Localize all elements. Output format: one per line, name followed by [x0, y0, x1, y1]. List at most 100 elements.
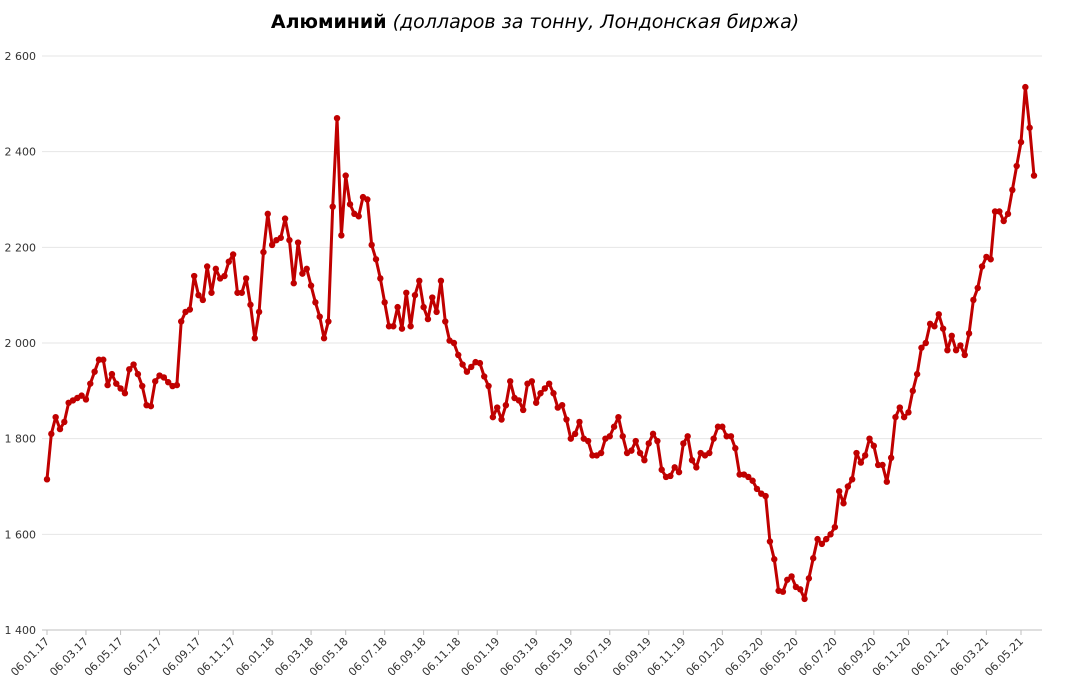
- point: [558, 401, 566, 409]
- point: [771, 556, 778, 563]
- point: [745, 473, 752, 481]
- point: [316, 313, 323, 320]
- x-tick-label: 06.01.19: [459, 635, 503, 679]
- y-tick-label: 1 400: [5, 624, 37, 637]
- point: [130, 361, 137, 368]
- point: [312, 299, 319, 306]
- point: [411, 291, 419, 299]
- point: [649, 430, 657, 438]
- point: [810, 555, 817, 562]
- point: [506, 378, 514, 385]
- point: [844, 483, 852, 490]
- point: [801, 595, 808, 603]
- point: [121, 390, 129, 397]
- point: [429, 294, 436, 301]
- point: [550, 390, 557, 397]
- point: [532, 399, 540, 406]
- point: [364, 196, 371, 203]
- point: [974, 284, 981, 292]
- point: [537, 390, 544, 397]
- point: [165, 379, 172, 386]
- point: [749, 477, 756, 484]
- point: [939, 325, 947, 332]
- point: [186, 306, 194, 313]
- point: [528, 378, 536, 385]
- point: [732, 445, 739, 452]
- point: [450, 339, 458, 347]
- point: [913, 370, 921, 378]
- point: [190, 272, 198, 280]
- y-tick-label: 2 600: [5, 50, 37, 63]
- point: [195, 291, 202, 299]
- point: [823, 535, 830, 543]
- point: [104, 381, 111, 389]
- point: [1030, 172, 1038, 179]
- point: [615, 413, 622, 421]
- point: [255, 308, 263, 316]
- point: [675, 468, 683, 476]
- point: [944, 346, 951, 354]
- point: [922, 339, 929, 347]
- point: [727, 433, 735, 440]
- point: [900, 413, 908, 421]
- point: [398, 325, 406, 332]
- point: [113, 380, 120, 387]
- point: [619, 433, 626, 440]
- point: [407, 323, 414, 330]
- x-tick-label: 06.07.19: [571, 635, 615, 679]
- point: [961, 351, 968, 359]
- point: [952, 346, 960, 354]
- point: [325, 318, 332, 325]
- point: [628, 447, 635, 454]
- point: [567, 435, 575, 442]
- point: [1004, 210, 1012, 218]
- x-tick-label: 06.07.17: [121, 635, 165, 679]
- y-tick-label: 2 400: [5, 146, 37, 159]
- point: [260, 248, 267, 256]
- point: [883, 478, 891, 485]
- point: [437, 277, 445, 285]
- point: [126, 366, 133, 373]
- point: [606, 433, 613, 440]
- point: [91, 368, 98, 375]
- point: [965, 330, 973, 337]
- point: [879, 461, 886, 469]
- point: [329, 203, 336, 210]
- point: [403, 289, 410, 296]
- point: [264, 210, 271, 218]
- point: [684, 433, 691, 440]
- chart-title-group: Алюминий (долларов за тонну, Лондонская …: [271, 11, 799, 33]
- point: [831, 523, 839, 531]
- point: [563, 416, 570, 423]
- x-tick-label: 06.01.20: [684, 635, 728, 679]
- point: [147, 402, 155, 410]
- y-tick-label: 2 200: [5, 241, 37, 254]
- point: [481, 373, 488, 380]
- point: [173, 381, 181, 389]
- point: [476, 359, 484, 367]
- y-tick-label: 1 600: [5, 528, 37, 541]
- point: [805, 575, 813, 582]
- point: [848, 476, 856, 483]
- point: [918, 344, 925, 351]
- point: [597, 449, 605, 457]
- point: [320, 335, 328, 342]
- point: [290, 280, 297, 287]
- point: [468, 363, 475, 371]
- x-tick-label: 06.01.21: [909, 635, 953, 679]
- point: [368, 241, 375, 249]
- point: [372, 256, 380, 263]
- point: [753, 485, 761, 493]
- point: [719, 423, 726, 430]
- point: [693, 464, 700, 471]
- x-tick-label: 06.07.20: [796, 635, 840, 679]
- point: [117, 385, 124, 392]
- point: [108, 370, 116, 378]
- point: [333, 114, 341, 122]
- point: [281, 215, 289, 222]
- point: [779, 588, 787, 595]
- point: [784, 576, 791, 583]
- point: [242, 275, 250, 282]
- point: [610, 423, 618, 430]
- point: [229, 251, 237, 258]
